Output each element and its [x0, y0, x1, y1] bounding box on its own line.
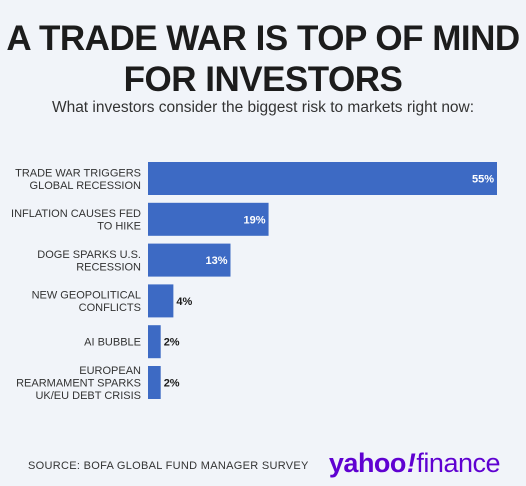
value-label-5: 2%: [164, 378, 180, 390]
bar-chart: TRADE WAR TRIGGERS GLOBAL RECESSION 55% INF…: [11, 162, 497, 402]
bar-0: [148, 162, 497, 195]
source-note: SOURCE: BOFA GLOBAL FUND MANAGER SURVEY: [28, 460, 309, 472]
bar-3: [148, 284, 174, 318]
value-label-1: 19%: [244, 214, 266, 226]
category-label-4: AI BUBBLE: [84, 337, 141, 349]
bar-4: [148, 325, 161, 359]
category-label-3: NEW GEOPOLITICAL CONFLICTS: [32, 290, 141, 315]
category-label-2: DOGE SPARKS U.S. RECESSION: [37, 249, 141, 274]
yahoo-finance-logo[interactable]: yahoo!finance: [328, 448, 501, 478]
bar-1: [148, 202, 269, 236]
chart-title-line-2: FOR INVESTORS: [123, 60, 403, 99]
bar-2: [148, 243, 231, 277]
value-label-0: 55%: [472, 174, 494, 186]
value-label-4: 2%: [164, 337, 180, 349]
category-label-1: INFLATION CAUSES FED TO HIKE: [11, 208, 141, 233]
chart-subtitle: What investors consider the biggest risk…: [51, 99, 475, 116]
logo-exclamation: !: [406, 448, 416, 478]
value-label-3: 4%: [176, 296, 192, 308]
category-label-5: EUROPEAN REARMAMENT SPARKS UK/EU DEBT CRIS…: [16, 365, 141, 402]
chart-title: A TRADE WAR IS TOP OF MIND FOR INVESTORS: [0, 18, 526, 100]
chart-title-line-1: A TRADE WAR IS TOP OF MIND: [6, 19, 520, 58]
value-label-2: 13%: [205, 255, 227, 267]
logo-finance-text: finance: [416, 448, 500, 478]
bar-5: [148, 366, 161, 399]
logo-yahoo-text: yahoo: [328, 448, 407, 478]
category-label-0: TRADE WAR TRIGGERS GLOBAL RECESSION: [15, 167, 141, 192]
